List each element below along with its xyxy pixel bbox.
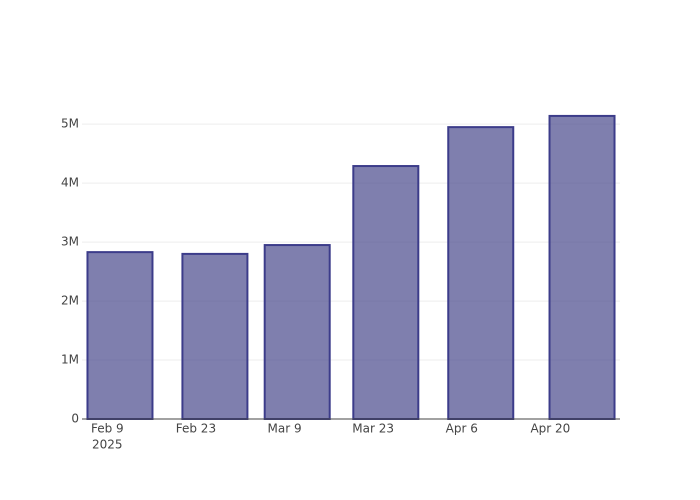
bar (447, 126, 515, 421)
bar (181, 252, 249, 420)
y-tick-label: 2M (61, 294, 79, 308)
x-tick-label: Apr 20 (530, 422, 570, 436)
x-year-label: 2025 (92, 438, 123, 452)
bar (352, 165, 420, 420)
bar (263, 244, 331, 420)
y-tick-label: 3M (61, 235, 79, 249)
y-tick-label: 4M (61, 176, 79, 190)
y-tick-label: 5M (61, 117, 79, 131)
x-tick-label: Mar 9 (267, 422, 301, 436)
y-tick-label: 1M (61, 353, 79, 367)
y-tick-label: 0 (71, 412, 79, 426)
x-tick-label: Feb 23 (176, 422, 216, 436)
x-tick-label: Mar 23 (352, 422, 394, 436)
x-tick-label: Apr 6 (446, 422, 478, 436)
x-tick-label: Feb 9 (91, 422, 124, 436)
bar (548, 114, 616, 420)
bar (86, 251, 154, 420)
